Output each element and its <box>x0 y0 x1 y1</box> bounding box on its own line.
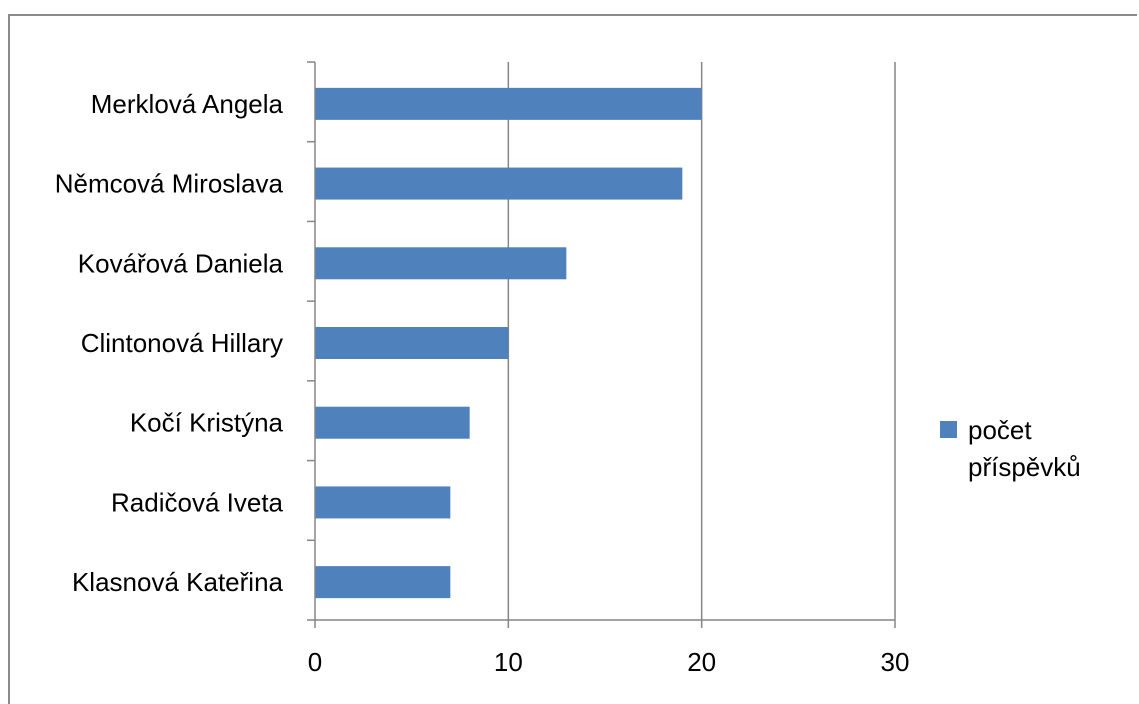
legend: počet příspěvků <box>940 415 1081 482</box>
x-tick-labels: 0 10 20 30 <box>308 647 910 677</box>
chart-frame <box>8 14 1137 704</box>
x-tick-label-0: 0 <box>308 647 322 677</box>
category-label-2: Němcová Miroslava <box>55 169 284 199</box>
gridlines <box>507 62 896 620</box>
bar-6 <box>315 486 451 519</box>
legend-label-line1: počet <box>968 415 1032 445</box>
bar-7 <box>315 566 451 599</box>
category-labels: Merklová Angela Němcová Miroslava Kovářová… <box>55 89 284 597</box>
bar-4 <box>315 327 509 359</box>
legend-label-line2: příspěvků <box>968 452 1081 482</box>
bar-2 <box>315 167 683 200</box>
bar-1 <box>315 87 702 120</box>
bar-5 <box>315 406 470 439</box>
category-label-5: Kočí Kristýna <box>130 408 284 438</box>
category-label-7: Klasnová Kateřina <box>72 567 284 597</box>
bar-3 <box>315 247 567 280</box>
x-tick-label-10: 10 <box>494 647 523 677</box>
axes <box>307 61 896 628</box>
x-tick-label-30: 30 <box>881 647 910 677</box>
category-label-1: Merklová Angela <box>91 89 284 119</box>
category-label-4: Clintonová Hillary <box>81 328 283 358</box>
x-tick-label-20: 20 <box>687 647 716 677</box>
category-label-6: Radičová Iveta <box>111 487 284 517</box>
bars <box>315 87 702 599</box>
legend-swatch <box>940 421 957 438</box>
category-label-3: Kovářová Daniela <box>78 248 284 278</box>
